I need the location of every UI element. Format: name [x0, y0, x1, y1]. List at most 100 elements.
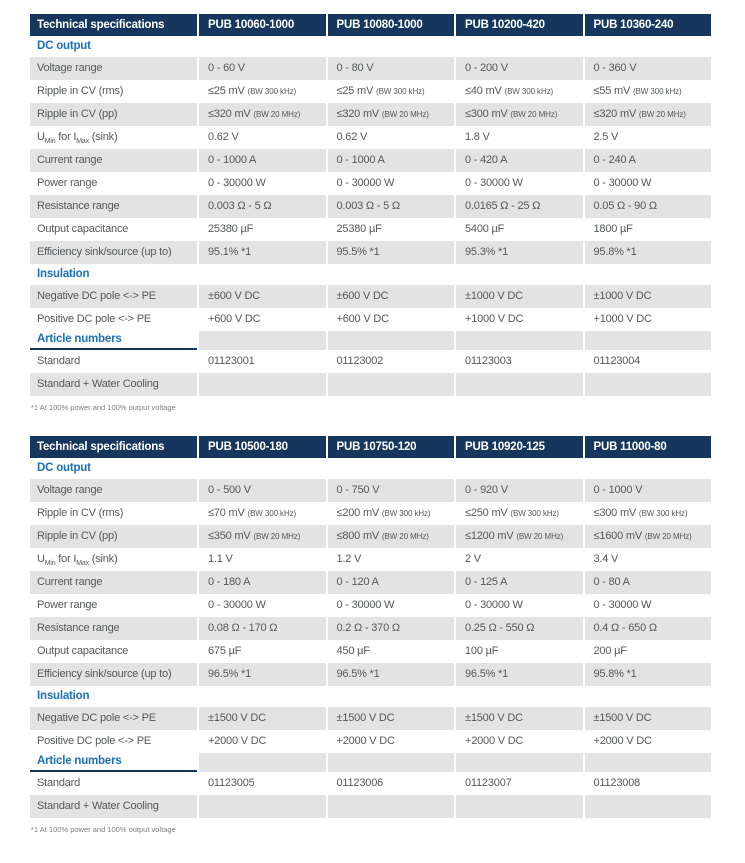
section-title: DC output	[30, 458, 197, 479]
spec-value: 2.5 V	[582, 126, 712, 149]
bandwidth-note: (BW 300 kHz)	[381, 509, 431, 518]
spec-value: ≤800 mV (BW 20 MHz)	[325, 525, 454, 548]
spec-value: 0 - 80 A	[582, 571, 711, 594]
spec-value	[325, 795, 454, 818]
spec-value: 95.3% *1	[454, 241, 583, 264]
spec-value: 0.62 V	[197, 126, 326, 149]
table-row: Ripple in CV (rms) ≤25 mV (BW 300 kHz) ≤25…	[30, 80, 711, 103]
bandwidth-note: (BW 300 kHz)	[638, 509, 688, 518]
spec-label: Output capacitance	[37, 223, 129, 235]
spec-value: 0 - 30000 W	[325, 594, 455, 617]
spec-label: Power range	[37, 177, 98, 189]
spec-value: 0.003 Ω - 5 Ω	[325, 195, 454, 218]
table-row: Resistance range 0.003 Ω - 5 Ω 0.003 Ω - 5…	[30, 195, 711, 218]
spec-value: 96.5% *1	[454, 663, 583, 686]
table-row: Resistance range 0.08 Ω - 170 Ω 0.2 Ω - 37…	[30, 617, 711, 640]
spec-value	[325, 373, 454, 396]
bandwidth-note: (BW 300 kHz)	[247, 509, 297, 518]
section-filler-cell	[325, 686, 454, 707]
table-row: Ripple in CV (pp) ≤350 mV (BW 20 MHz) ≤800…	[30, 525, 711, 548]
spec-label: Ripple in CV (rms)	[37, 85, 124, 97]
spec-value: 95.1% *1	[197, 241, 326, 264]
spec-value: ≤25 mV (BW 300 kHz)	[325, 80, 455, 103]
spec-value: 0.08 Ω - 170 Ω	[197, 617, 326, 640]
spec-table-1: Technical specifications PUB 10060-1000 PU…	[30, 14, 711, 396]
section-filler-cell	[582, 264, 711, 285]
spec-value: 01123005	[197, 772, 326, 795]
spec-value: 0 - 30000 W	[325, 172, 455, 195]
bandwidth-note: (BW 300 kHz)	[247, 87, 297, 96]
spec-value	[582, 795, 711, 818]
spec-label: Efficiency sink/source (up to)	[30, 663, 197, 686]
table-row: Ripple in CV (rms) ≤70 mV (BW 300 kHz) ≤20…	[30, 502, 711, 525]
spec-value: 0 - 120 A	[325, 571, 454, 594]
column-header-label: Technical specifications	[30, 14, 197, 36]
column-header-model: PUB 10080-1000	[325, 14, 454, 36]
section-filler-cell	[197, 458, 326, 479]
spec-value: 0.0165 Ω - 25 Ω	[454, 195, 583, 218]
spec-value: ≤250 mV (BW 300 kHz)	[454, 502, 583, 525]
section-filler-cell	[325, 36, 454, 57]
spec-value: 0 - 1000 A	[197, 149, 326, 172]
section-filler-cell	[454, 686, 583, 707]
table-row: Negative DC pole <-> PE ±600 V DC ±600 V D…	[30, 285, 711, 308]
spec-value: ≤350 mV (BW 20 MHz)	[197, 525, 326, 548]
section-filler-cell	[454, 458, 583, 479]
spec-value: 01123006	[325, 772, 455, 795]
spec-label: UMin for IMax (sink)	[37, 553, 118, 568]
spec-value: 5400 µF	[454, 218, 583, 241]
section-filler-cell	[582, 36, 711, 57]
column-header-model: PUB 10060-1000	[197, 14, 326, 36]
spec-value: ±1500 V DC	[454, 707, 583, 730]
spec-value: 0 - 420 A	[454, 149, 583, 172]
spec-value: 0 - 360 V	[582, 57, 711, 80]
section-filler-cell	[454, 264, 583, 285]
table-row: Efficiency sink/source (up to) 95.1% *1 95…	[30, 241, 711, 264]
spec-value: +1000 V DC	[582, 308, 712, 331]
spec-label: Standard	[37, 355, 81, 367]
spec-label: UMin for IMax (sink)	[37, 131, 118, 146]
section-filler-cell	[582, 686, 711, 707]
spec-value: 95.8% *1	[582, 241, 711, 264]
spec-label: Voltage range	[30, 57, 197, 80]
footnote-1: *1 At 100% power and 100% output voltage	[31, 403, 176, 412]
section-title: Insulation	[30, 686, 197, 707]
column-header-model: PUB 11000-80	[582, 436, 711, 458]
spec-value: 675 µF	[197, 640, 326, 663]
table-row: Positive DC pole <-> PE +600 V DC +600 V D…	[30, 308, 711, 331]
table-row: Output capacitance 25380 µF 25380 µF 5400 µ…	[30, 218, 711, 241]
table-row: UMin for IMax (sink) 0.62 V 0.62 V 1.8 V 2.5…	[30, 126, 711, 149]
table-row: Ripple in CV (pp) ≤320 mV (BW 20 MHz) ≤320…	[30, 103, 711, 126]
section-title: DC output	[30, 36, 197, 57]
spec-value: +2000 V DC	[582, 730, 712, 753]
section-filler-cell	[325, 331, 454, 350]
spec-value: 0 - 30000 W	[454, 594, 583, 617]
spec-value: 95.8% *1	[582, 663, 711, 686]
section-row: Article numbers	[30, 753, 711, 772]
section-title: Article numbers	[30, 753, 197, 772]
spec-value: 0.4 Ω - 650 Ω	[582, 617, 711, 640]
spec-value: 0.05 Ω - 90 Ω	[582, 195, 711, 218]
spec-value: 3.4 V	[582, 548, 712, 571]
spec-label: Standard + Water Cooling	[30, 373, 197, 396]
spec-value: 01123007	[454, 772, 583, 795]
spec-value: 0 - 30000 W	[197, 172, 326, 195]
spec-label: Ripple in CV (rms)	[37, 507, 124, 519]
spec-value: ≤55 mV (BW 300 kHz)	[582, 80, 712, 103]
spec-value: ±1500 V DC	[582, 707, 711, 730]
section-filler-cell	[582, 753, 711, 772]
section-row: Insulation	[30, 264, 711, 285]
spec-label: Standard + Water Cooling	[30, 795, 197, 818]
spec-value: 0 - 1000 V	[582, 479, 711, 502]
spec-value: +2000 V DC	[325, 730, 455, 753]
spec-value: ≤1200 mV (BW 20 MHz)	[454, 525, 583, 548]
bandwidth-note: (BW 20 MHz)	[381, 110, 429, 119]
spec-value: 0 - 80 V	[325, 57, 454, 80]
spec-label: Current range	[30, 571, 197, 594]
spec-label: Power range	[37, 599, 98, 611]
table-row: Standard + Water Cooling	[30, 795, 711, 818]
footnote-2: *1 At 100% power and 100% output voltage	[31, 825, 176, 834]
